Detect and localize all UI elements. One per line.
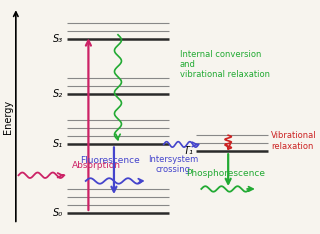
Text: Energy: Energy (3, 100, 13, 134)
Text: S₁: S₁ (53, 139, 63, 150)
Text: Absorption: Absorption (72, 161, 121, 170)
Text: Phosphorescence: Phosphorescence (186, 168, 265, 178)
Text: S₂: S₂ (53, 89, 63, 99)
Text: Internal conversion
and
vibrational relaxation: Internal conversion and vibrational rela… (180, 50, 270, 79)
Text: Fluorescence: Fluorescence (80, 156, 140, 165)
Text: T₁: T₁ (183, 146, 193, 156)
Text: Vibrational
relaxation: Vibrational relaxation (271, 131, 317, 151)
Text: S₃: S₃ (53, 34, 63, 44)
Text: S₀: S₀ (53, 208, 63, 218)
Text: Intersystem
crossing: Intersystem crossing (148, 155, 198, 174)
